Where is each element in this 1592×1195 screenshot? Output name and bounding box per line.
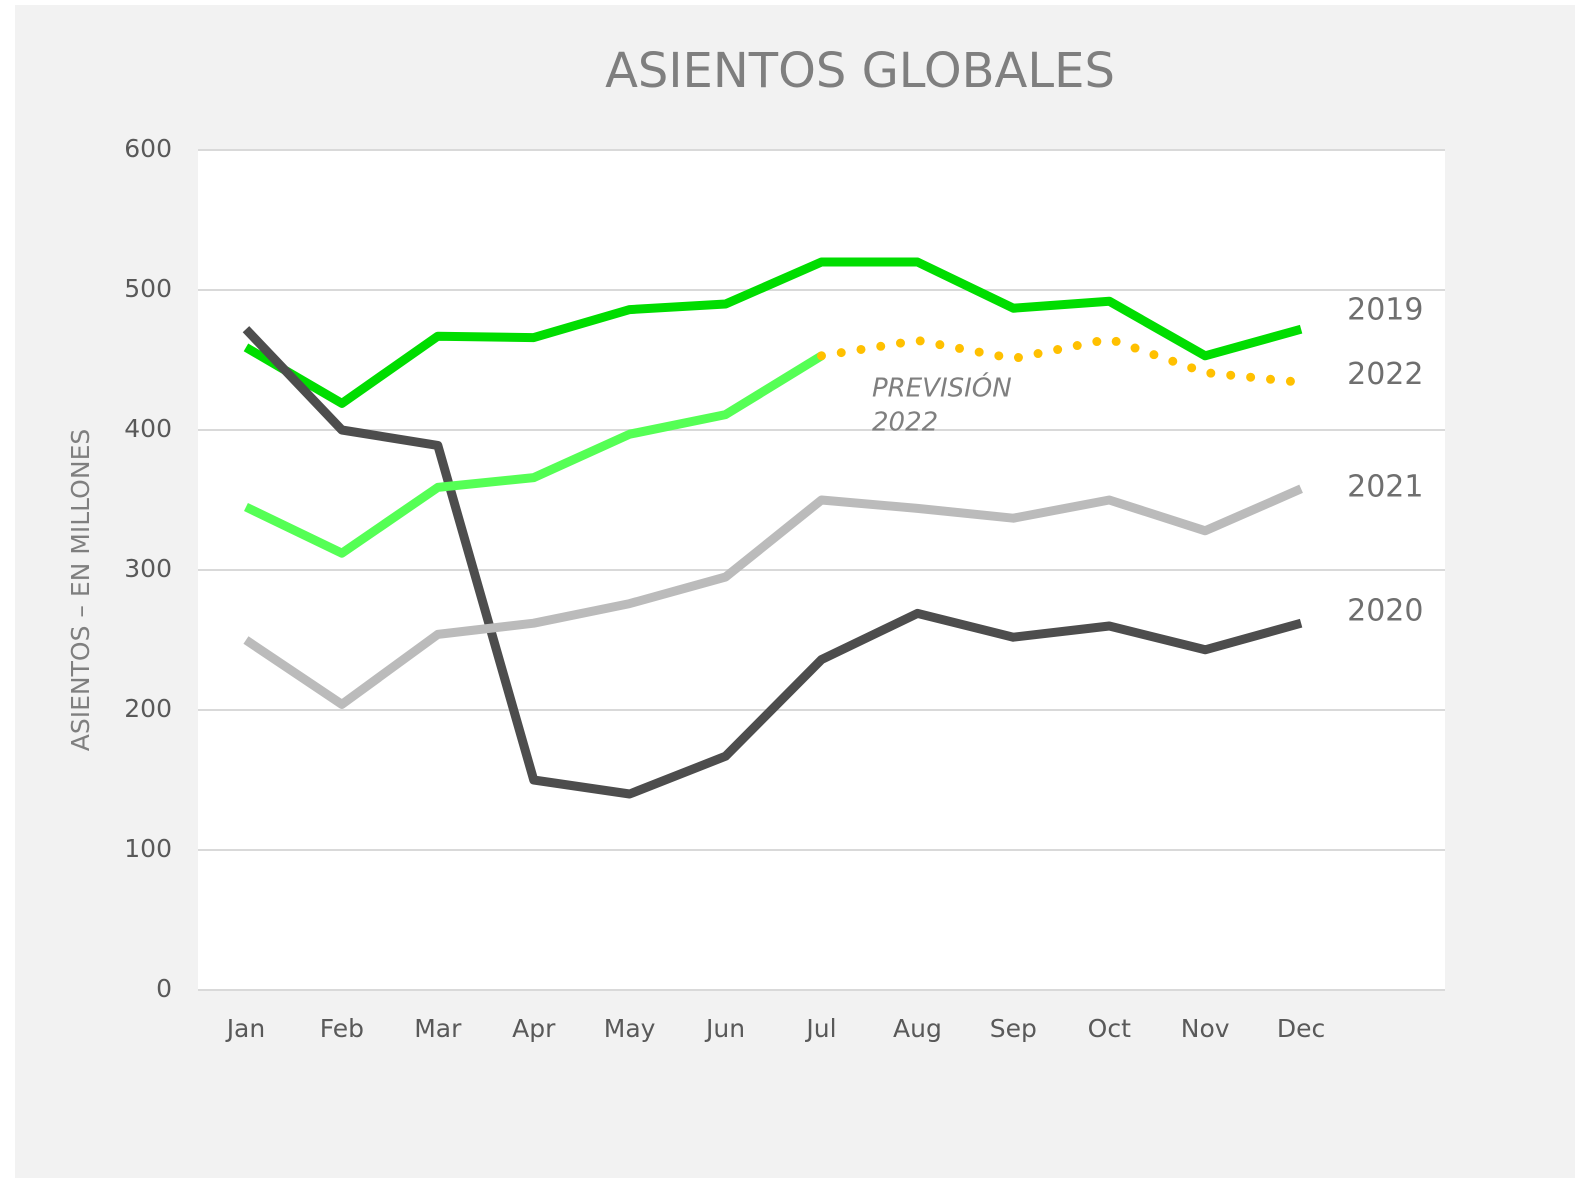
line-series <box>242 326 1303 799</box>
x-tick-label: Mar <box>414 1014 462 1043</box>
x-tick-label: Sep <box>990 1014 1037 1043</box>
y-tick-label: 100 <box>124 834 172 863</box>
line-series <box>817 334 1306 387</box>
line-series <box>243 484 1303 709</box>
forecast-annotation: PREVISIÓN <box>872 372 1012 404</box>
y-axis-label: ASIENTOS – EN MILLONES <box>66 429 95 751</box>
x-tick-label: Nov <box>1181 1014 1230 1043</box>
y-tick-label: 200 <box>124 694 172 723</box>
x-tick-label: Jul <box>804 1014 836 1043</box>
line-series <box>243 257 1303 408</box>
x-tick-label: Jun <box>704 1014 745 1043</box>
series-end-label: 2020 <box>1347 594 1423 629</box>
y-tick-label: 500 <box>124 274 172 303</box>
series-end-label: 2019 <box>1347 293 1423 328</box>
x-tick-label: Oct <box>1088 1014 1131 1043</box>
chart-title: ASIENTOS GLOBALES <box>605 43 1115 99</box>
series-end-label: 2021 <box>1347 469 1423 504</box>
forecast-annotation: 2022 <box>872 408 938 438</box>
y-tick-label: 400 <box>124 414 172 443</box>
x-tick-label: Jan <box>225 1014 266 1043</box>
x-tick-label: Feb <box>320 1014 364 1043</box>
x-tick-label: Aug <box>893 1014 942 1043</box>
line-series <box>244 351 824 558</box>
x-tick-label: May <box>604 1014 656 1043</box>
y-tick-label: 0 <box>156 974 172 1003</box>
x-tick-label: Apr <box>512 1014 556 1043</box>
y-tick-label: 600 <box>124 134 172 163</box>
y-tick-label: 300 <box>124 554 172 583</box>
series-end-label: 2022 <box>1347 357 1423 392</box>
x-tick-label: Dec <box>1277 1014 1325 1043</box>
